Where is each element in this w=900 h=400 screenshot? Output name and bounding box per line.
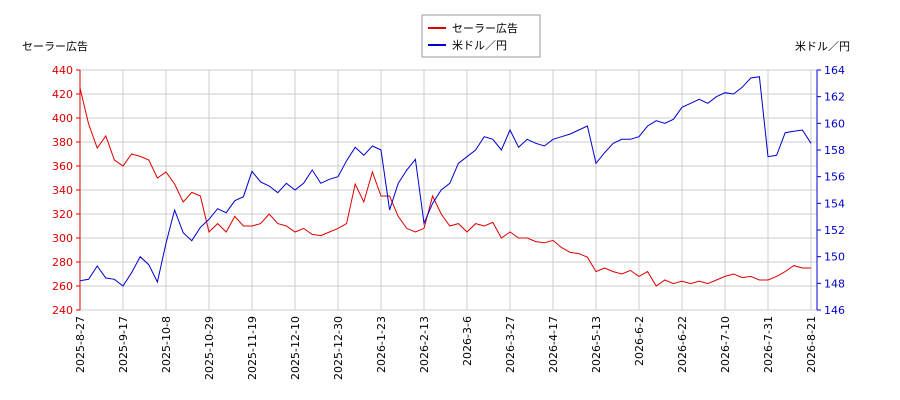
x-tick-label: 2026-8-21	[805, 316, 818, 373]
y-tick-label: 360	[52, 160, 73, 173]
x-tick-label: 2025-9-17	[117, 316, 130, 373]
x-tick-label: 2025-10-8	[160, 316, 173, 373]
x-tick-label: 2026-1-23	[375, 316, 388, 373]
x-tick-label: 2025-8-27	[74, 316, 87, 373]
y2-tick-label: 148	[824, 277, 845, 290]
y2-tick-label: 154	[824, 197, 845, 210]
series-line	[79, 76, 812, 287]
y-tick-label: 440	[52, 64, 73, 77]
x-tick-label: 2026-2-13	[418, 316, 431, 373]
x-tick-label: 2025-12-30	[332, 316, 345, 380]
y-tick-label: 300	[52, 232, 73, 245]
x-tick-label: 2026-7-10	[719, 316, 732, 373]
y2-tick-label: 164	[824, 64, 845, 77]
y-axis-label: セーラー広告	[22, 40, 88, 53]
series-line	[79, 87, 811, 287]
y2-tick-label: 162	[824, 91, 845, 104]
legend-label: セーラー広告	[452, 22, 518, 35]
y2-axis-label: 米ドル／円	[795, 40, 850, 53]
x-tick-label: 2026-5-13	[590, 316, 603, 373]
legend-box	[421, 14, 541, 58]
x-tick-label: 2025-12-10	[289, 316, 302, 380]
y-tick-label: 260	[52, 280, 73, 293]
y2-tick-label: 158	[824, 144, 845, 157]
x-tick-label: 2026-3-27	[504, 316, 517, 373]
x-tick-label: 2026-4-17	[547, 316, 560, 373]
y2-tick-label: 150	[824, 251, 845, 264]
x-tick-label: 2026-7-31	[762, 316, 775, 373]
y-tick-label: 380	[52, 136, 73, 149]
x-tick-label: 2026-6-2	[633, 316, 646, 366]
y2-tick-label: 156	[824, 171, 845, 184]
y-tick-label: 400	[52, 112, 73, 125]
legend-label: 米ドル／円	[452, 39, 507, 52]
x-tick-label: 2026-3-6	[461, 316, 474, 366]
y-tick-label: 320	[52, 208, 73, 221]
y-tick-label: 420	[52, 88, 73, 101]
x-tick-label: 2025-10-29	[203, 316, 216, 380]
y2-tick-label: 146	[824, 304, 845, 317]
y-tick-label: 240	[52, 304, 73, 317]
y-tick-label: 340	[52, 184, 73, 197]
x-tick-label: 2026-6-22	[676, 316, 689, 373]
x-tick-label: 2025-11-19	[246, 316, 259, 380]
y-tick-label: 280	[52, 256, 73, 269]
y2-tick-label: 152	[824, 224, 845, 237]
y2-tick-label: 160	[824, 117, 845, 130]
